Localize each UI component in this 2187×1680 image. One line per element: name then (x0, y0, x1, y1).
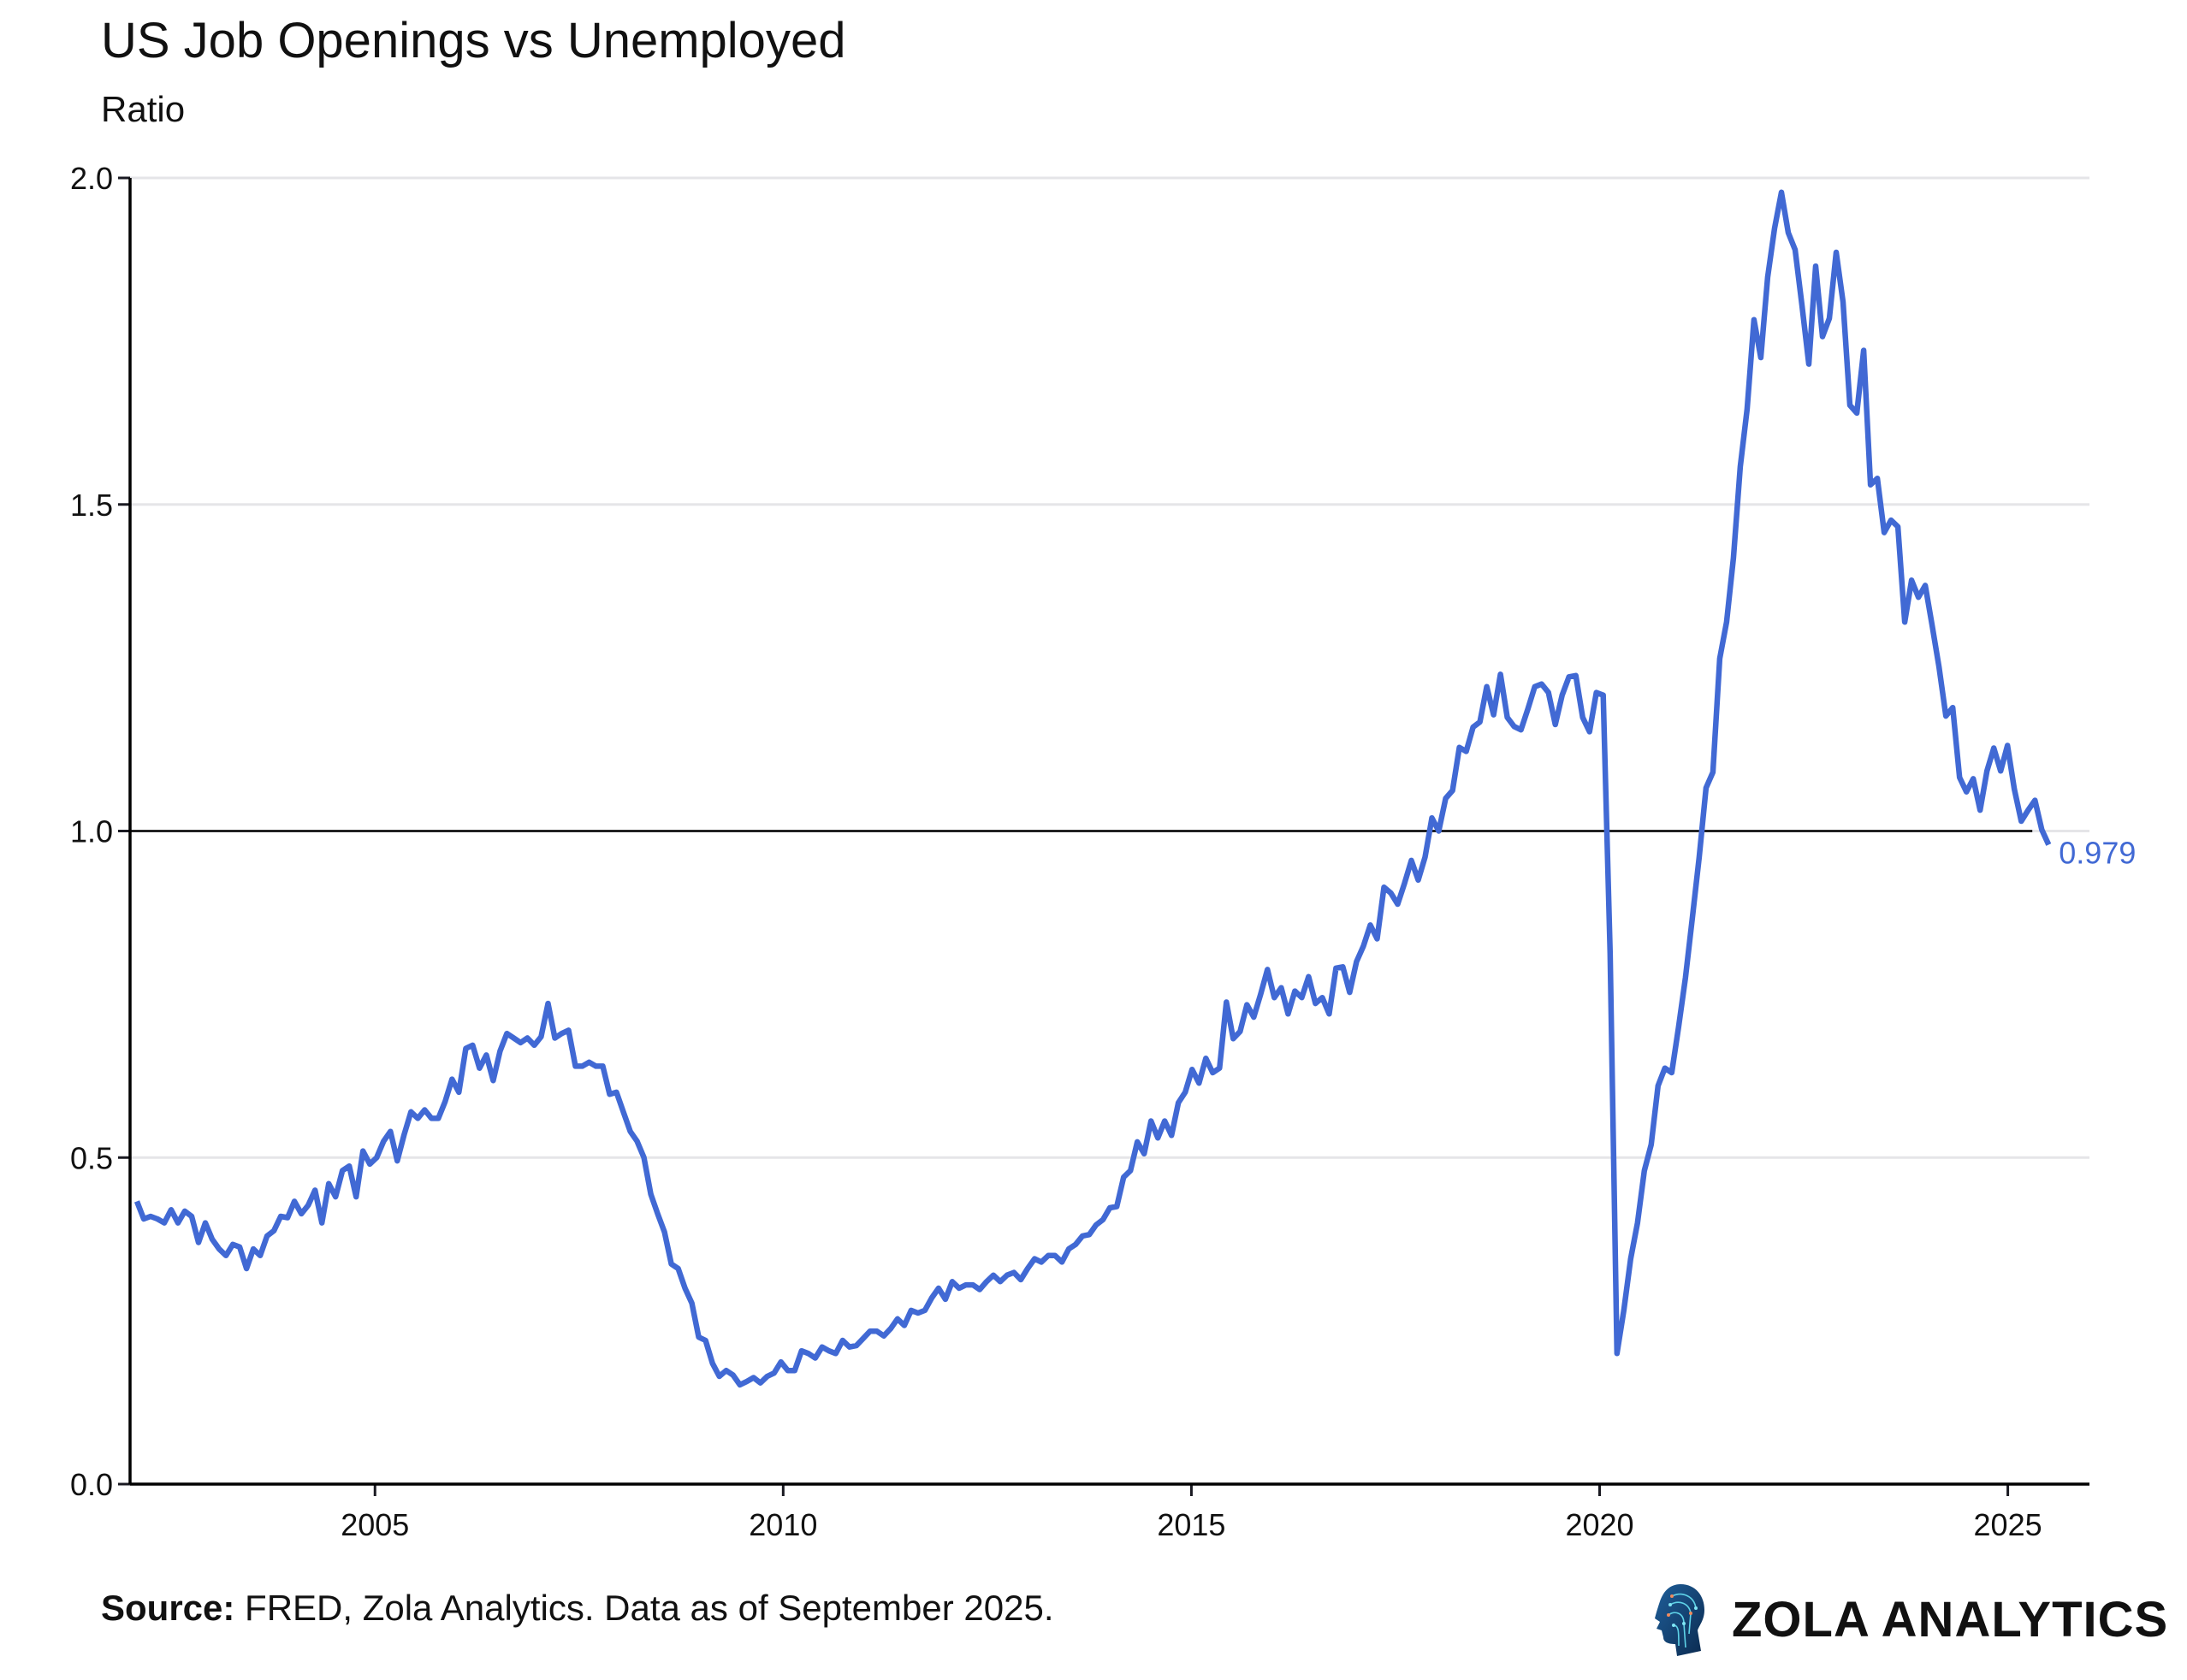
x-tick-label: 2020 (1565, 1507, 1633, 1542)
x-tick-label: 2005 (341, 1507, 409, 1542)
head-circuit-icon (1655, 1584, 1704, 1656)
series-group (133, 189, 2052, 1388)
y-tick-label: 0.0 (70, 1467, 113, 1502)
y-tick-label: 2.0 (70, 161, 113, 196)
brand-name: ZOLA ANALYTICS (1732, 1591, 2169, 1647)
axes (118, 176, 2089, 1496)
source-note: Source: FRED, Zola Analytics. Data as of… (101, 1588, 1054, 1629)
series-line (133, 189, 2052, 1388)
x-tick-label: 2015 (1157, 1507, 1225, 1542)
x-tick-label: 2025 (1974, 1507, 2042, 1542)
chart-title: US Job Openings vs Unemployed (101, 13, 846, 68)
x-tick-label: 2010 (749, 1507, 817, 1542)
y-tick-label: 0.5 (70, 1140, 113, 1175)
source-text: FRED, Zola Analytics. Data as of Septemb… (234, 1588, 1054, 1628)
chart-subtitle: Ratio (101, 89, 186, 129)
tick-labels: 0.0 0.5 1.0 1.5 2.0 2005 2010 2015 2020 2025 0.979 (70, 161, 2136, 1542)
gridlines (130, 176, 2089, 1159)
y-tick-label: 1.0 (70, 814, 113, 849)
source-label: Source: (101, 1588, 235, 1628)
y-tick-label: 1.5 (70, 488, 113, 523)
end-value-label: 0.979 (2059, 836, 2136, 871)
brand-logo: ZOLA ANALYTICS (1651, 1582, 2168, 1656)
